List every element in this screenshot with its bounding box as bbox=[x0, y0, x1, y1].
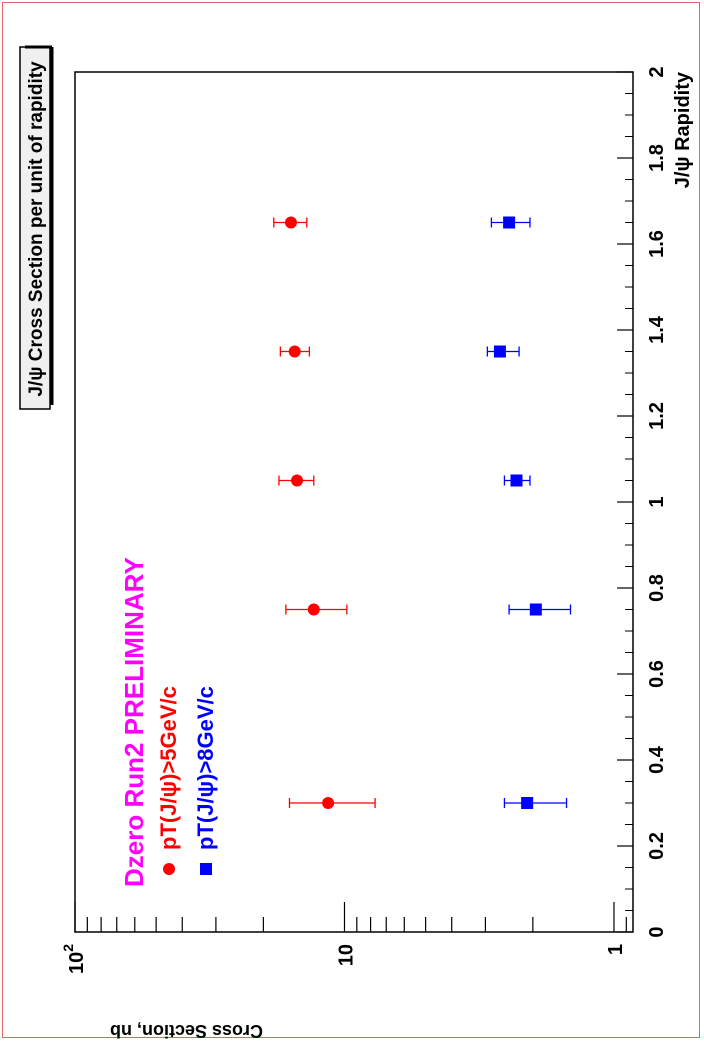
x-tick-label: 1.8 bbox=[646, 144, 668, 172]
legend-label: pT(J/ψ)>8GeV/c bbox=[193, 686, 218, 850]
legend: pT(J/ψ)>5GeV/c pT(J/ψ)>8GeV/c bbox=[156, 686, 218, 875]
x-tick-label: 0.8 bbox=[646, 574, 668, 602]
x-tick-label: 2 bbox=[646, 66, 668, 77]
y-axis-title: Cross Section, nb bbox=[110, 1021, 263, 1041]
data-point-square bbox=[503, 216, 516, 229]
y-tick-label: 102 bbox=[60, 944, 88, 974]
x-axis-title: J/ψ Rapidity bbox=[672, 71, 694, 188]
preliminary-label: Dzero Run2 PRELIMINARY bbox=[119, 557, 149, 887]
annotations: Dzero Run2 PRELIMINARY bbox=[119, 557, 149, 887]
x-tick-label: 1.6 bbox=[646, 230, 668, 258]
data-point-square bbox=[521, 797, 534, 809]
data-point-circle bbox=[284, 216, 297, 229]
data-marks bbox=[273, 216, 572, 809]
x-tick-label: 1 bbox=[646, 496, 668, 507]
data-point-square bbox=[529, 603, 542, 616]
x-tick-label: 0.6 bbox=[646, 660, 668, 688]
y-tick-label: 10 bbox=[335, 944, 357, 966]
legend-label: pT(J/ψ)>5GeV/c bbox=[156, 686, 181, 850]
axes: 0 0.2 0.4 0.6 0.8 1 1.2 1.4 1.6 1.8 2 1 10 102 J/ψ Rap… bbox=[60, 66, 694, 1041]
legend-marker-circle bbox=[163, 863, 175, 875]
x-tick-label: 0.2 bbox=[646, 832, 668, 860]
chart-title: J/ψ Cross Section per unit of rapidity bbox=[26, 61, 47, 397]
rotated-canvas: J/ψ Cross Section per unit of rapidity 0… bbox=[3, 3, 704, 1045]
x-tick-label: 1.4 bbox=[646, 315, 668, 344]
data-point-square bbox=[493, 345, 506, 358]
y-tick-exponent: 2 bbox=[60, 944, 76, 952]
x-tick-label: 0.4 bbox=[646, 745, 668, 774]
title-box: J/ψ Cross Section per unit of rapidity bbox=[19, 45, 54, 410]
legend-marker-square bbox=[200, 863, 212, 875]
data-point-circle bbox=[291, 474, 304, 487]
cross-section-chart: J/ψ Cross Section per unit of rapidity 0… bbox=[19, 45, 694, 1041]
data-point-circle bbox=[288, 345, 301, 358]
y-tick-label: 1 bbox=[605, 944, 627, 955]
x-tick-label: 0 bbox=[646, 926, 668, 937]
data-point-circle bbox=[307, 603, 320, 616]
data-point-circle bbox=[322, 797, 335, 809]
data-point-square bbox=[510, 474, 523, 487]
x-tick-label: 1.2 bbox=[646, 402, 668, 430]
